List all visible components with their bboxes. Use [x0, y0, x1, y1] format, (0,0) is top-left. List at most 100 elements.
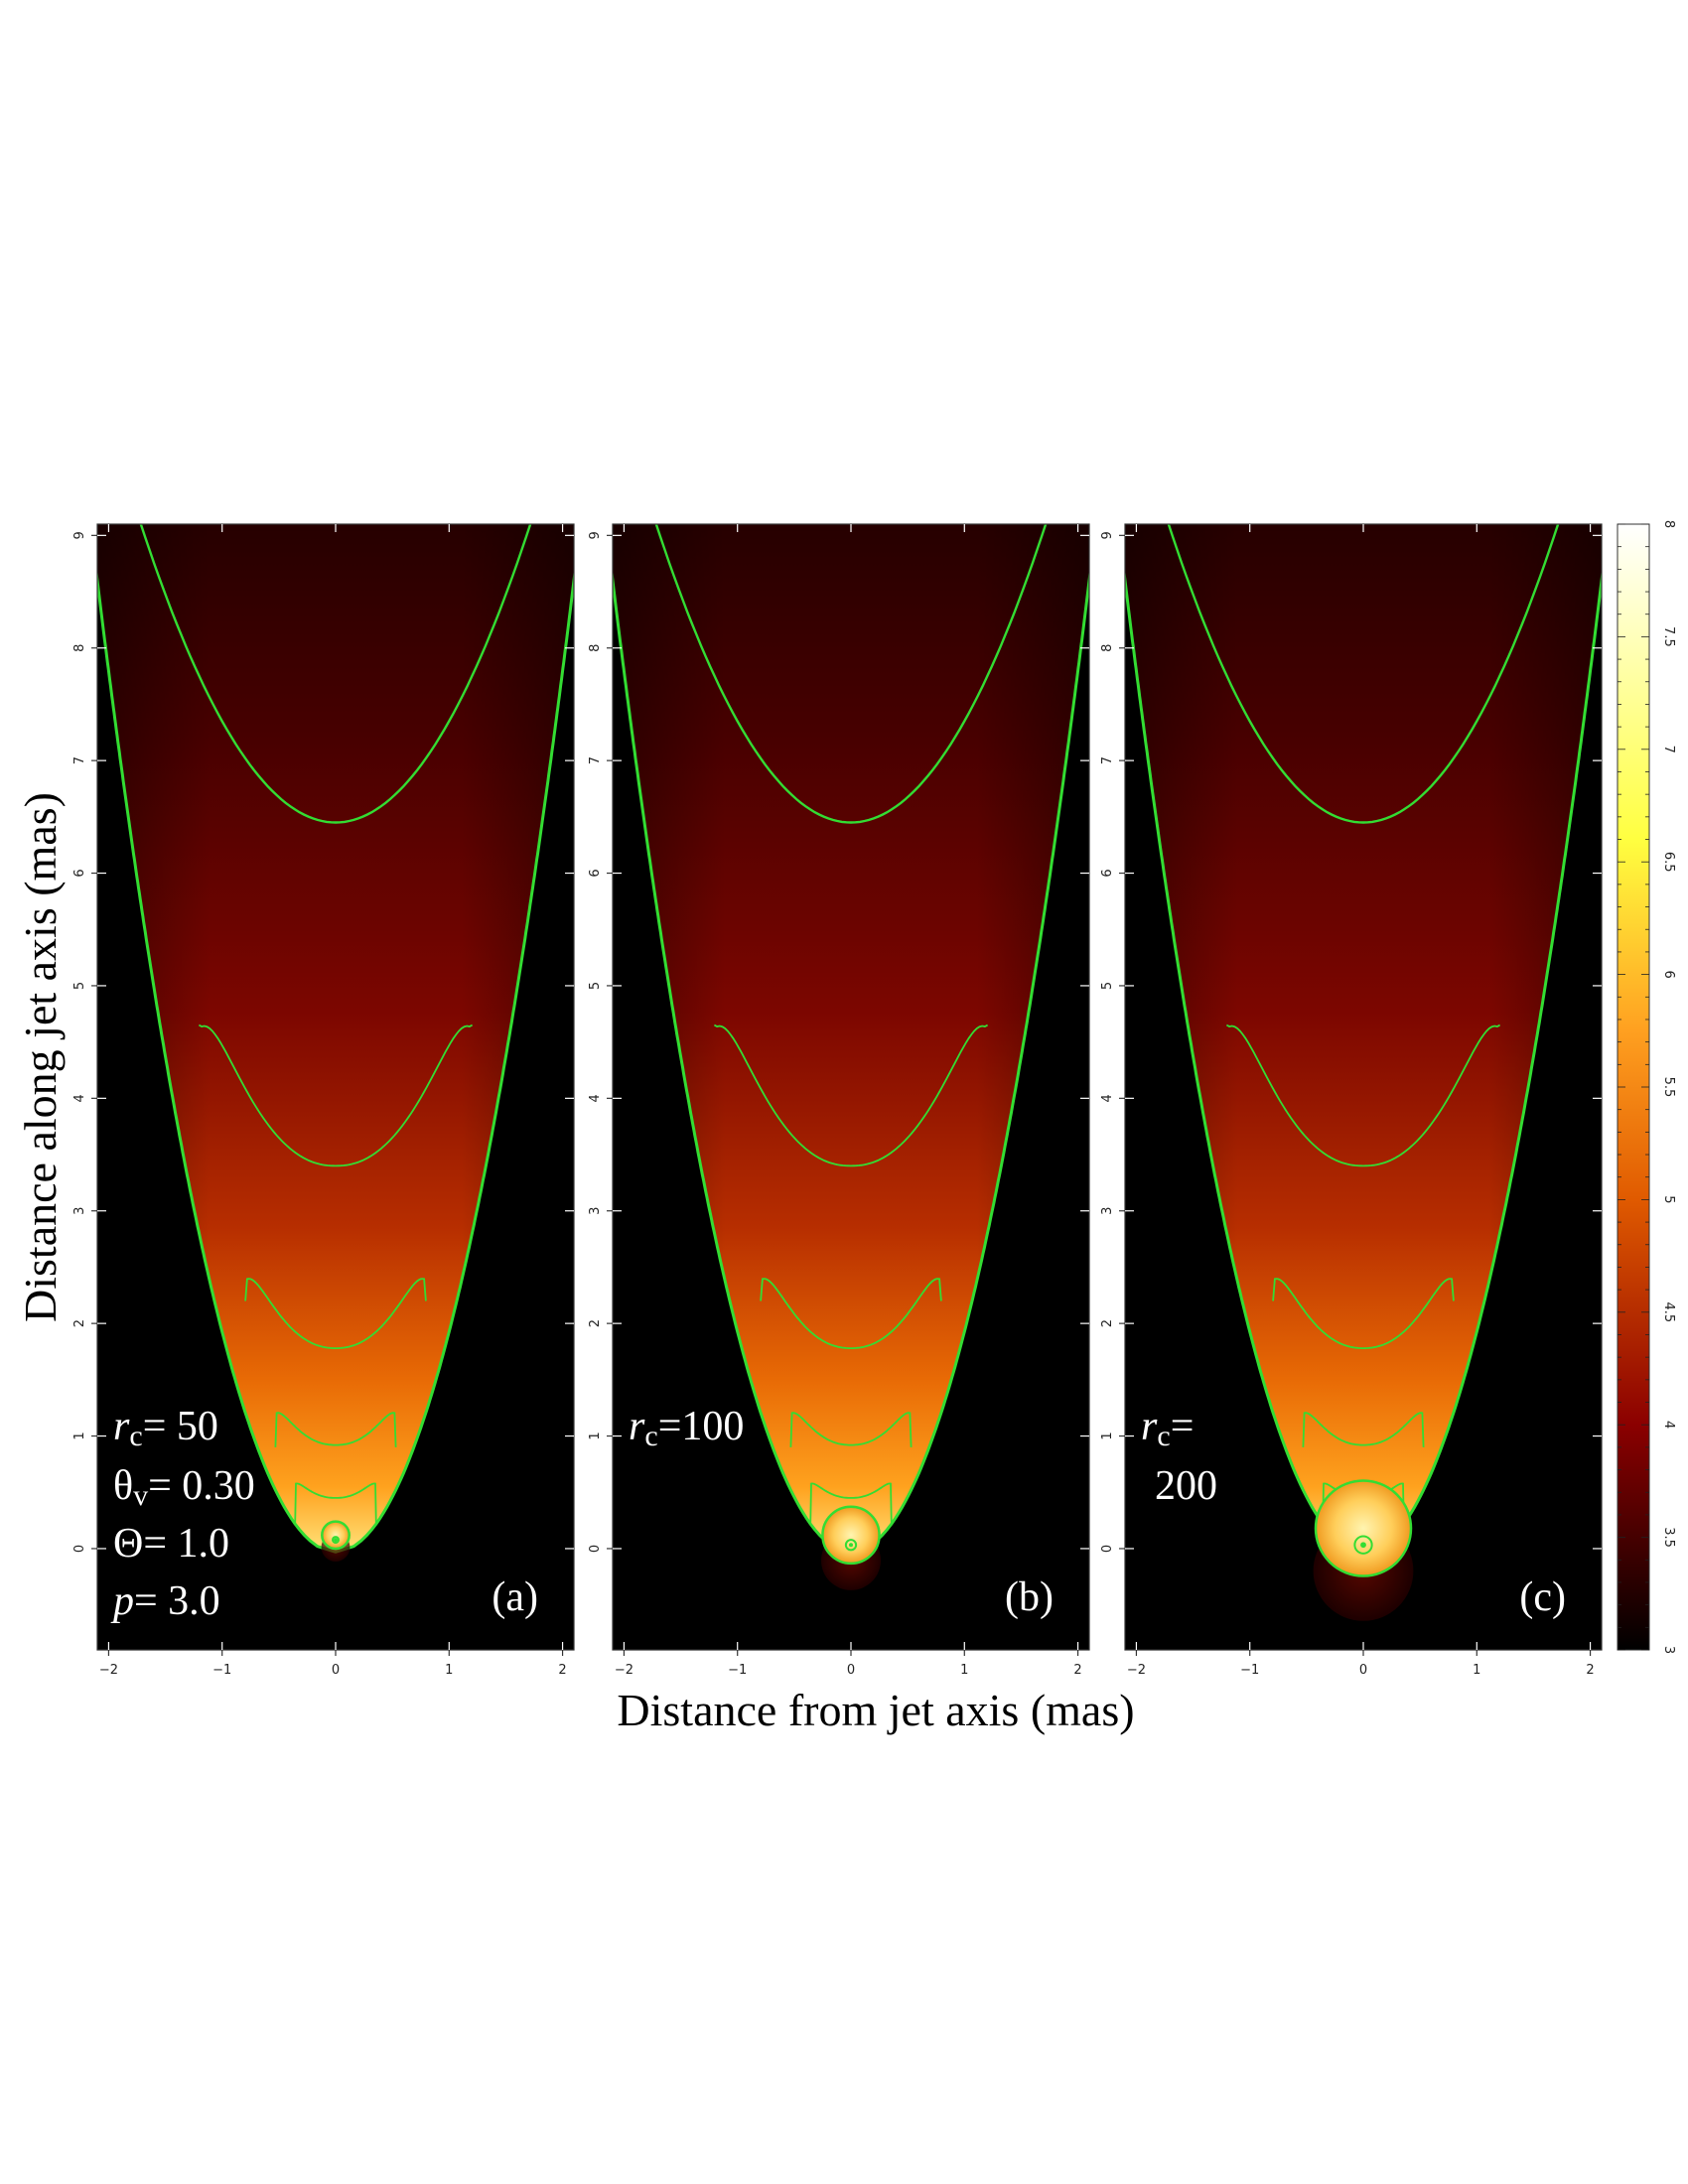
contour-level-5 [294, 1482, 377, 1525]
colorbar-tick-label: 3 [1661, 1646, 1676, 1654]
core-blob [321, 1520, 351, 1551]
y-tick-label: 5 [588, 982, 603, 990]
y-tick-label: 5 [1100, 982, 1115, 990]
colorbar: 3 3.5 4 4.5 5 5.5 6 6.5 7 7.5 8 [1617, 520, 1676, 1654]
y-tick-label: 3 [72, 1207, 87, 1215]
contour-level-3 [1272, 1278, 1455, 1349]
core-contour [844, 1539, 858, 1552]
y-tick-label: 8 [588, 644, 603, 652]
x-tick-label: 1 [445, 1663, 453, 1678]
y-tick-label: 3 [588, 1207, 603, 1215]
x-tick-label: 2 [1586, 1663, 1594, 1678]
y-tick-label: 0 [1100, 1545, 1115, 1553]
core-blob [1314, 1479, 1413, 1577]
contour-level-5 [809, 1482, 893, 1525]
contour-level-3 [244, 1278, 427, 1349]
jet-boundary-contour [613, 568, 1089, 1554]
y-tick-label: 8 [72, 644, 87, 652]
x-tick-label: 2 [1073, 1663, 1081, 1678]
x-tick-label: 0 [847, 1663, 855, 1678]
colorbar-tick-label: 3.5 [1661, 1527, 1676, 1548]
y-tick-label: 2 [588, 1319, 603, 1327]
parameter-annotation: θv= 0.30 [113, 1463, 255, 1512]
contour-upper [139, 524, 532, 824]
core-blob [821, 1505, 881, 1566]
panel-2: −2 −1 0 1 2 0 1 2 3 4 5 6 7 8 9 (b) rc=100 [588, 523, 1090, 1678]
panel-3: −2 −1 0 1 2 0 1 2 3 4 5 6 7 8 9 (c) rc= 200 [1100, 523, 1603, 1678]
y-tick-label: 5 [72, 982, 87, 990]
core-dot [1360, 1542, 1366, 1549]
y-tick-label: 0 [72, 1545, 87, 1553]
parameter-annotation: Θ= 1.0 [113, 1521, 229, 1567]
panel-tag: (c) [1519, 1574, 1566, 1620]
contour-upper [654, 524, 1048, 824]
contour-level-2 [198, 1024, 474, 1167]
contour-level-4 [1302, 1412, 1425, 1447]
colorbar-tick-label: 5 [1661, 1195, 1676, 1203]
colorbar-tick-label: 6 [1661, 970, 1676, 978]
jet-boundary-contour [1125, 568, 1602, 1554]
x-tick-label: −2 [615, 1663, 633, 1678]
panel-tag: (a) [492, 1574, 538, 1620]
x-tick-label: −1 [728, 1663, 747, 1678]
jet-emission-shade [97, 524, 574, 1553]
jet-emission-shade [613, 524, 1089, 1553]
core-contour [1353, 1535, 1373, 1555]
y-tick-label: 8 [1100, 644, 1115, 652]
y-tick-label: 6 [588, 869, 603, 877]
x-tick-label: −1 [1240, 1663, 1259, 1678]
y-tick-label: 4 [588, 1094, 603, 1102]
rc-annotation: rc=100 [629, 1404, 744, 1452]
x-tick-label: 1 [960, 1663, 968, 1678]
contour-level-2 [1225, 1024, 1501, 1167]
contour-level-3 [760, 1278, 942, 1349]
y-tick-label: 9 [1100, 531, 1115, 539]
y-tick-label: 3 [1100, 1207, 1115, 1215]
x-tick-label: 0 [1359, 1663, 1367, 1678]
y-tick-label: 9 [588, 531, 603, 539]
y-tick-label: 0 [588, 1545, 603, 1553]
jet-emission-shade [1125, 524, 1602, 1553]
y-tick-label: 7 [72, 756, 87, 764]
y-tick-label: 4 [1100, 1094, 1115, 1102]
y-tick-label: 1 [1100, 1432, 1115, 1439]
y-tick-label: 6 [72, 869, 87, 877]
y-tick-label: 9 [72, 531, 87, 539]
colorbar-tick-label: 5.5 [1661, 1077, 1676, 1098]
y-axis-label: Distance along jet axis (mas) [15, 792, 66, 1322]
y-tick-label: 7 [588, 756, 603, 764]
x-tick-label: −2 [1127, 1663, 1146, 1678]
x-axis-label: Distance from jet axis (mas) [617, 1685, 1134, 1735]
y-tick-label: 2 [72, 1319, 87, 1327]
core-dot [849, 1543, 853, 1548]
x-tick-label: 2 [558, 1663, 566, 1678]
y-tick-label: 1 [72, 1432, 87, 1439]
core-dot [334, 1538, 338, 1543]
y-tick-label: 1 [588, 1432, 603, 1439]
core-contour [332, 1536, 340, 1545]
x-tick-label: −2 [99, 1663, 118, 1678]
rc-value: 200 [1155, 1463, 1217, 1509]
contour-upper [1167, 524, 1560, 824]
x-tick-label: 0 [332, 1663, 340, 1678]
y-tick-label: 6 [1100, 869, 1115, 877]
jet-boundary-contour [97, 568, 574, 1554]
parameter-annotation: p= 3.0 [110, 1578, 220, 1624]
contour-level-4 [274, 1412, 397, 1447]
panel-1: −2 −1 0 1 2 0 1 2 3 4 5 6 7 8 9 (a) rc= 50 θv= 0.30 Θ= 1.0… [72, 523, 575, 1678]
contour-level-4 [789, 1412, 913, 1447]
rc-annotation: rc= 50 [113, 1404, 218, 1452]
colorbar-tick-label: 8 [1661, 520, 1676, 528]
colorbar-tick-label: 4 [1661, 1421, 1676, 1429]
colorbar-tick-label: 7.5 [1661, 626, 1676, 647]
colorbar-tick-label: 6.5 [1661, 852, 1676, 873]
panel-tag: (b) [1005, 1574, 1054, 1620]
x-tick-label: 1 [1473, 1663, 1480, 1678]
x-tick-label: −1 [212, 1663, 231, 1678]
y-tick-label: 4 [72, 1094, 87, 1102]
contour-level-2 [713, 1024, 989, 1167]
colorbar-tick-label: 7 [1661, 746, 1676, 753]
rc-annotation: rc= [1141, 1404, 1194, 1452]
